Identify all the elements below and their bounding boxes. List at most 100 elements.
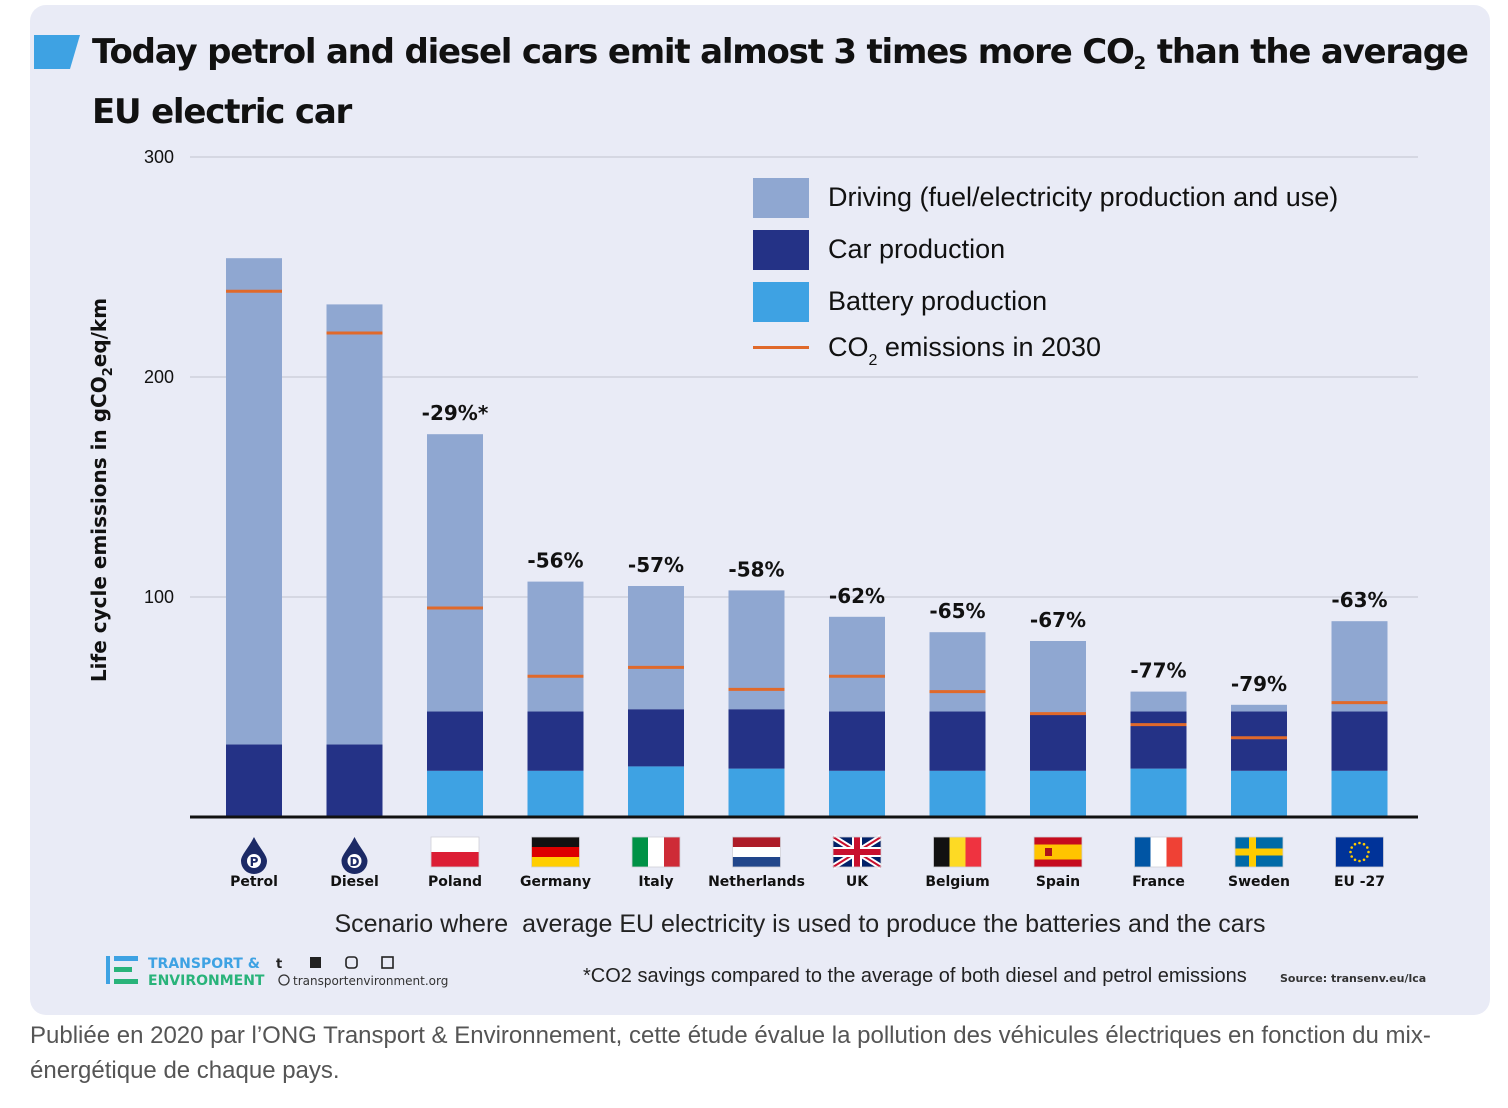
category-label: Netherlands: [708, 874, 805, 890]
category-label: UK: [846, 874, 869, 890]
title-line1: Today petrol and diesel cars emit almost…: [92, 32, 1135, 72]
y-label-part: Life cycle emissions in gCO: [87, 376, 111, 682]
y-label-part: eq/km: [87, 298, 111, 367]
bar-battery-production: [1331, 770, 1388, 817]
flag-uk-icon: [831, 834, 883, 870]
flag-france-icon: [1134, 836, 1183, 868]
y-tick-label: 100: [144, 587, 174, 607]
bar-car-production: [226, 744, 282, 817]
title-line2: EU electric car: [92, 92, 352, 132]
bar-car-production: [1130, 711, 1187, 769]
reduction-label: -56%: [527, 549, 583, 573]
bar-battery-production: [1130, 768, 1187, 817]
legend-swatch: [753, 178, 809, 218]
title-subscript: 2: [1133, 53, 1147, 74]
bar-driving: [527, 581, 584, 712]
bar-car-production: [1231, 711, 1287, 771]
category-label: Petrol: [230, 874, 278, 890]
title-marker: [34, 35, 80, 69]
bar-battery-production: [527, 770, 584, 817]
bar-car-production: [527, 711, 584, 771]
y-axis-ticks: 100 200 300: [144, 147, 174, 607]
reduction-label: -65%: [929, 599, 985, 623]
category-label: Sweden: [1228, 874, 1290, 890]
reduction-label: -62%: [829, 584, 885, 608]
flag-germany-icon: [531, 836, 580, 868]
svg-text:D: D: [350, 855, 360, 869]
flag-poland-icon: [430, 836, 480, 868]
legend-item-co2-2030: CO2 emissions in 2030: [753, 332, 1101, 369]
bar-car-production: [427, 711, 483, 771]
grid-lines: [190, 156, 1418, 598]
legend-label: Driving (fuel/electricity production and…: [828, 182, 1338, 212]
flag-eu-icon: [1335, 836, 1384, 868]
category-label: EU -27: [1334, 874, 1385, 890]
category-label: Diesel: [330, 874, 379, 890]
bar-car-production: [326, 744, 383, 817]
title-rest: than the average: [1146, 32, 1469, 72]
legend-label: Car production: [828, 234, 1005, 264]
bar-driving: [1030, 641, 1086, 714]
logo-line1: TRANSPORT &: [148, 956, 260, 972]
website-link[interactable]: transportenvironment.org: [293, 974, 448, 988]
svg-text:P: P: [250, 855, 259, 869]
bar-driving: [1331, 621, 1388, 712]
reduction-label: -67%: [1030, 608, 1086, 632]
reduction-label: -77%: [1130, 659, 1186, 683]
bar-driving: [1231, 704, 1287, 712]
reduction-labels: -29%* -56% -57% -58% -62% -65% -67% -77% -79% -63…: [422, 401, 1388, 696]
flag-spain-icon: [1033, 836, 1083, 868]
flag-netherlands-icon: [732, 836, 781, 868]
bar-car-production: [628, 709, 684, 767]
petrol-icon: P: [241, 837, 267, 874]
bar-battery-production: [929, 770, 986, 817]
source-link[interactable]: Source: transenv.eu/lca: [1280, 972, 1426, 985]
bar-battery-production: [728, 768, 785, 817]
category-label: Italy: [638, 874, 673, 890]
legend-swatch: [753, 346, 809, 349]
bar-battery-production: [829, 770, 885, 817]
bar-driving: [326, 304, 383, 745]
reduction-label: -63%: [1331, 588, 1387, 612]
y-tick-label: 200: [144, 367, 174, 387]
globe-icon: [278, 974, 290, 986]
bar-driving: [728, 590, 785, 710]
flag-italy-icon: [631, 836, 681, 868]
legend-item-battery-production: Battery production: [753, 282, 1047, 322]
y-label-subscript: 2: [101, 367, 116, 376]
legend-swatch: [753, 230, 809, 270]
bar-car-production: [1030, 713, 1086, 771]
y-tick-label: 300: [144, 147, 174, 167]
category-label: Belgium: [925, 874, 989, 890]
logo-line2: ENVIRONMENT: [148, 973, 265, 989]
twitter-icon[interactable]: t: [276, 957, 282, 972]
bar-driving: [929, 632, 986, 712]
bar-driving: [1130, 691, 1187, 712]
bar-car-production: [728, 709, 785, 769]
reduction-label: -58%: [728, 557, 784, 581]
bar-car-production: [929, 711, 986, 771]
category-label: Spain: [1036, 874, 1080, 890]
image-caption: Publiée en 2020 par l’ONG Transport & En…: [30, 1022, 1431, 1084]
category-labels: Petrol Diesel Poland Germany Italy Netherland…: [230, 874, 1385, 890]
bar-driving: [628, 586, 684, 710]
category-label: Germany: [520, 874, 591, 890]
bar-battery-production: [1231, 770, 1287, 817]
category-label: France: [1132, 874, 1185, 890]
facebook-icon[interactable]: [310, 957, 321, 968]
linkedin-icon[interactable]: [381, 956, 394, 969]
y-axis-label: Life cycle emissions in gCO2eq/km: [87, 298, 116, 682]
instagram-icon[interactable]: [345, 956, 358, 969]
social-icons: t: [276, 956, 394, 986]
bar-battery-production: [628, 766, 684, 817]
chart-title: Today petrol and diesel cars emit almost…: [92, 28, 1482, 136]
te-logo: [106, 956, 138, 984]
reduction-label: -29%*: [422, 401, 489, 425]
legend-label: CO2 emissions in 2030: [828, 332, 1101, 369]
footnote: *CO2 savings compared to the average of …: [583, 965, 1247, 987]
diesel-icon: D: [341, 837, 368, 875]
bar-driving: [427, 434, 483, 712]
flag-sweden-icon: [1234, 836, 1284, 868]
